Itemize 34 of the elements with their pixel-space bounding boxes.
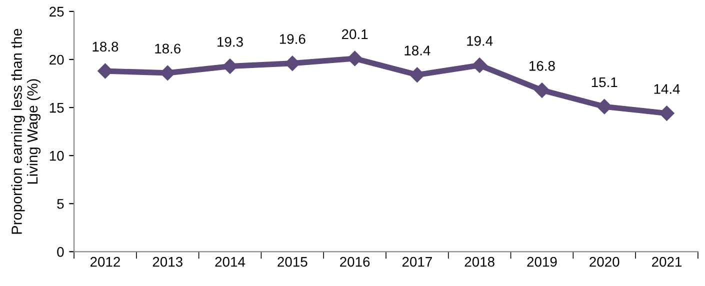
- point: [160, 65, 176, 81]
- data-label: 19.3: [218, 36, 243, 47]
- x-tick-label: 2021: [652, 256, 682, 267]
- data-label: 18.8: [92, 42, 118, 52]
- data-label: 15.1: [592, 77, 618, 88]
- point: [596, 99, 612, 114]
- point: [347, 50, 362, 66]
- data-label: 20.1: [342, 29, 368, 40]
- x-tick-label: 2016: [340, 256, 370, 267]
- y-tick-label: 10: [50, 150, 64, 161]
- x-tick-label: 2018: [464, 256, 494, 267]
- data-label: 18.4: [404, 46, 430, 56]
- y-axis-title: Proportion earning less than the Living Wage (%): [11, 28, 41, 234]
- x-tick-label: 2015: [278, 256, 308, 267]
- x-tick-label: 2014: [215, 256, 246, 267]
- y-tick-label: 20: [50, 54, 64, 65]
- data-label: 19.4: [467, 36, 493, 46]
- x-tick-label: 2013: [152, 256, 182, 267]
- x-tick-label: 2017: [402, 256, 432, 267]
- x-tick-label: 2019: [527, 256, 557, 267]
- data-label: 14.4: [654, 84, 680, 94]
- point: [534, 82, 550, 98]
- y-tick-label: 0: [57, 247, 64, 257]
- data-label: 18.6: [155, 44, 181, 54]
- y-tick-label: 5: [57, 199, 64, 209]
- x-tick-label: 2012: [90, 256, 120, 267]
- y-tick-label: 15: [50, 103, 64, 113]
- data-label: 19.6: [280, 34, 306, 44]
- y-tick-label: 25: [50, 6, 64, 17]
- point: [472, 58, 488, 73]
- point: [659, 106, 674, 121]
- data-label: 16.8: [530, 60, 555, 71]
- x-tick-label: 2020: [590, 256, 620, 267]
- point: [410, 67, 425, 82]
